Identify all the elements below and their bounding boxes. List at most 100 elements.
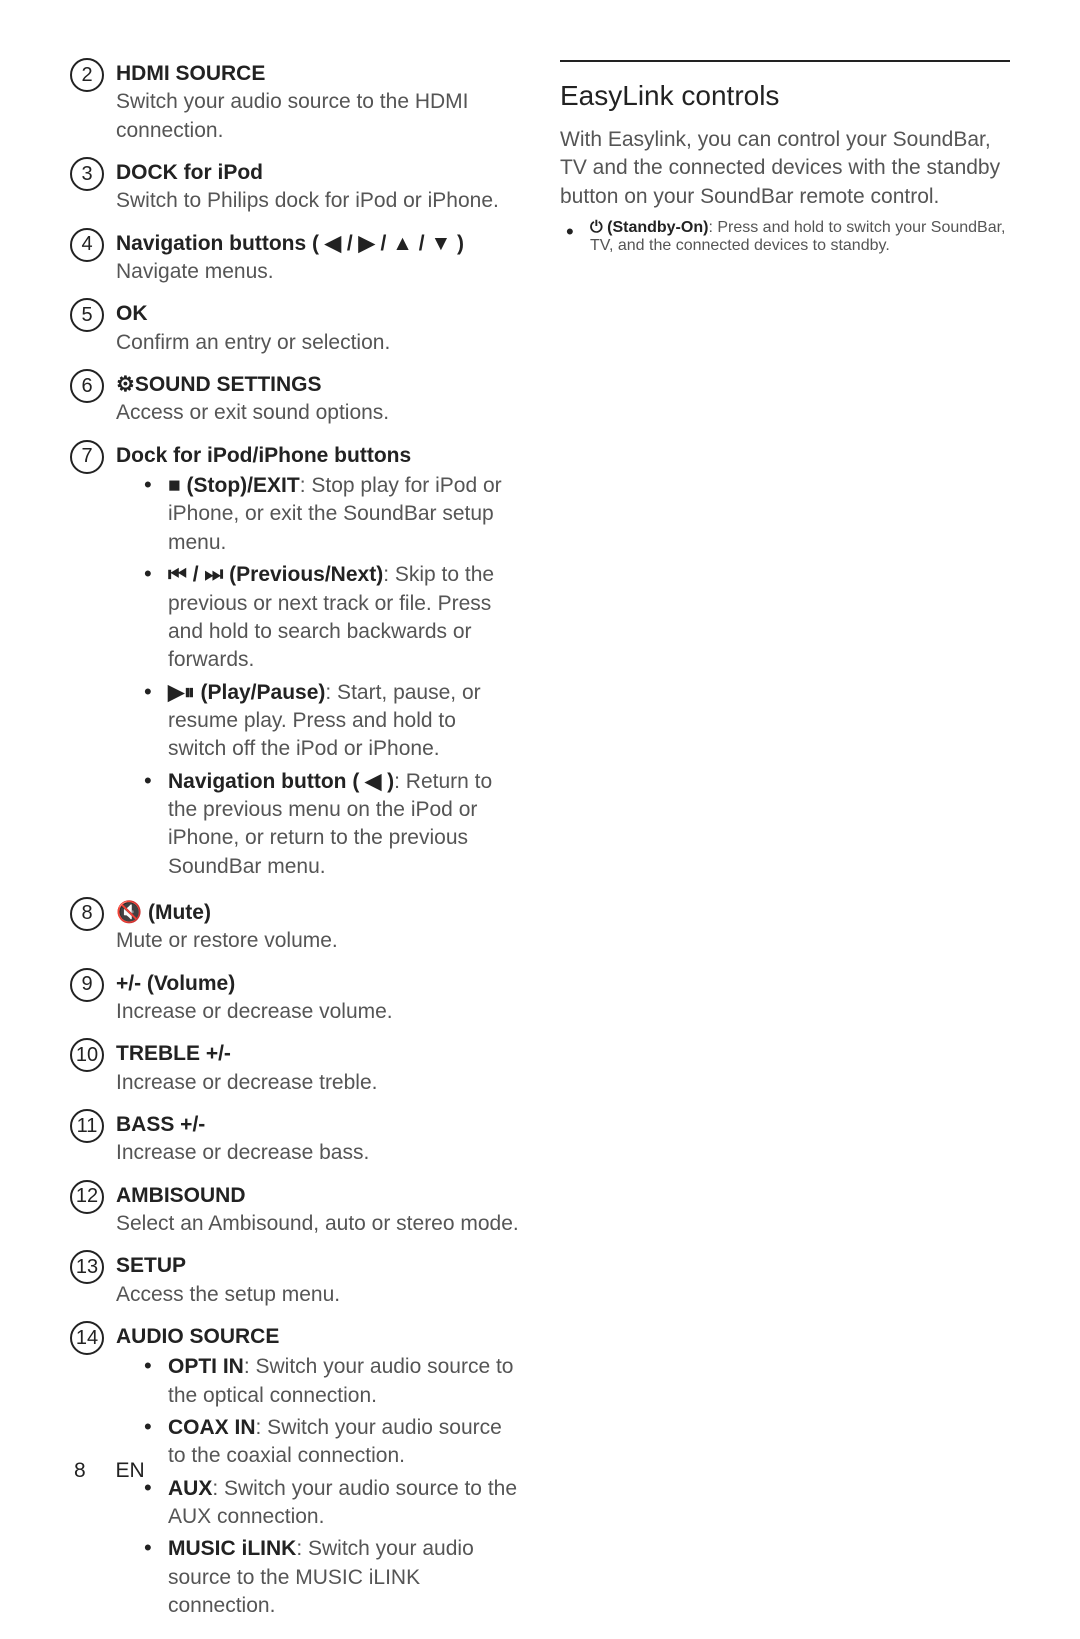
numbered-item: 11 BASS +/- Increase or decrease bass.	[70, 1111, 520, 1168]
sub-pre-icon: ▶⏸	[168, 681, 200, 704]
sublist-item: OPTI IN: Switch your audio source to the…	[144, 1353, 520, 1410]
page-language: EN	[116, 1459, 145, 1482]
item-title: OK	[116, 302, 148, 325]
item-number-circle: 4	[70, 228, 104, 262]
item-title-line: TREBLE +/-	[116, 1040, 520, 1068]
numbered-item: 7Dock for iPod/iPhone buttons■ (Stop)/EX…	[70, 442, 520, 885]
item-title: SOUND SETTINGS	[135, 373, 322, 396]
item-sublist: ■ (Stop)/EXIT: Stop play for iPod or iPh…	[116, 472, 520, 881]
sublist-item: MUSIC iLINK: Switch your audio source to…	[144, 1535, 520, 1620]
sub-bold: (Play/Pause)	[200, 681, 325, 704]
item-description: Navigate menus.	[116, 258, 520, 286]
left-column: 2 HDMI SOURCESwitch your audio source to …	[70, 60, 520, 1639]
item-description: Increase or decrease bass.	[116, 1139, 520, 1167]
page-number: 8	[74, 1459, 86, 1482]
item-title: SETUP	[116, 1254, 186, 1277]
item-title: TREBLE +/-	[116, 1042, 231, 1065]
section-rule	[560, 60, 1010, 62]
item-title-line: SETUP	[116, 1252, 520, 1280]
item-body: BASS +/- Increase or decrease bass.	[116, 1111, 520, 1168]
item-number-circle: 12	[70, 1180, 104, 1214]
item-description: Switch your audio source to the HDMI con…	[116, 88, 520, 145]
bullet-bold: (Standby-On)	[607, 219, 708, 236]
item-title-line: Navigation buttons ( ◀ / ▶ / ▲ / ▼ )	[116, 230, 520, 258]
sub-mid-icon: ( ◀ )	[346, 770, 394, 793]
sublist-item: AUX: Switch your audio source to the AUX…	[144, 1475, 520, 1532]
item-title-line: 🔇 (Mute)	[116, 899, 520, 927]
item-body: HDMI SOURCESwitch your audio source to t…	[116, 60, 520, 145]
sub-bold: OPTI IN	[168, 1355, 244, 1378]
numbered-item: 4Navigation buttons ( ◀ / ▶ / ▲ / ▼ )Nav…	[70, 230, 520, 287]
item-sublist: OPTI IN : Switch your audio source to the…	[116, 1353, 520, 1620]
bullet-pre-icon: ⏻	[590, 219, 607, 236]
item-description: Select an Ambisound, auto or stereo mode…	[116, 1210, 520, 1238]
item-number-circle: 2	[70, 58, 104, 92]
title-suffix-icon: ( ◀ / ▶ / ▲ / ▼ )	[312, 232, 464, 255]
numbered-item: 3 DOCK for iPod Switch to Philips dock for…	[70, 159, 520, 216]
sub-bold: (Previous/Next)	[229, 563, 383, 586]
item-title: BASS +/-	[116, 1113, 205, 1136]
sub-text: : Switch your audio source to the AUX co…	[168, 1477, 517, 1528]
item-body: DOCK for iPod Switch to Philips dock for …	[116, 159, 520, 216]
item-number-circle: 6	[70, 369, 104, 403]
item-title-line: AMBISOUND	[116, 1182, 520, 1210]
item-title: AMBISOUND	[116, 1184, 246, 1207]
item-title-line: BASS +/-	[116, 1111, 520, 1139]
numbered-item: 9+/- (Volume)Increase or decrease volume…	[70, 970, 520, 1027]
item-body: AUDIO SOURCE OPTI IN : Switch your audio s…	[116, 1323, 520, 1624]
sublist-item: COAX IN: Switch your audio source to the…	[144, 1414, 520, 1471]
item-description: Access the setup menu.	[116, 1281, 520, 1309]
item-title-line: Dock for iPod/iPhone buttons	[116, 442, 520, 470]
numbered-item: 5 OKConfirm an entry or selection.	[70, 300, 520, 357]
sublist-item: ⏮ / ⏭ (Previous/Next): Skip to the previ…	[144, 561, 520, 674]
sub-pre-icon: ■	[168, 474, 181, 497]
content-columns: 2 HDMI SOURCESwitch your audio source to …	[70, 60, 1010, 1639]
item-description: Mute or restore volume.	[116, 927, 520, 955]
sub-pre-icon: ⏮ / ⏭	[168, 563, 229, 586]
item-title: +/- (Volume)	[116, 972, 235, 995]
sublist-item: Navigation button ( ◀ ): Return to the p…	[144, 768, 520, 881]
item-title-line: HDMI SOURCE	[116, 60, 520, 88]
item-body: +/- (Volume)Increase or decrease volume.	[116, 970, 520, 1027]
item-title-line: AUDIO SOURCE	[116, 1323, 520, 1351]
numbered-item: 8🔇 (Mute)Mute or restore volume.	[70, 899, 520, 956]
item-title: DOCK for iPod	[116, 161, 263, 184]
item-number-circle: 11	[70, 1109, 104, 1143]
item-description: Switch to Philips dock for iPod or iPhon…	[116, 187, 520, 215]
item-number-circle: 14	[70, 1321, 104, 1355]
item-title-line: DOCK for iPod	[116, 159, 520, 187]
easylink-bullets: ⏻ (Standby-On): Press and hold to switch…	[560, 219, 1010, 255]
item-body: Navigation buttons ( ◀ / ▶ / ▲ / ▼ )Navi…	[116, 230, 520, 287]
item-description: Access or exit sound options.	[116, 399, 520, 427]
right-column: EasyLink controls With Easylink, you can…	[560, 60, 1010, 1639]
item-number-circle: 5	[70, 298, 104, 332]
sublist-item: ▶⏸ (Play/Pause): Start, pause, or resume…	[144, 679, 520, 764]
item-title: Navigation buttons	[116, 232, 306, 255]
item-number-circle: 7	[70, 440, 104, 474]
item-title: AUDIO SOURCE	[116, 1325, 279, 1348]
item-title: (Mute)	[148, 901, 211, 924]
numbered-item: 13 SETUP Access the setup menu.	[70, 1252, 520, 1309]
item-body: OKConfirm an entry or selection.	[116, 300, 520, 357]
title-pre-icon: 🔇	[116, 901, 148, 924]
item-body: SETUP Access the setup menu.	[116, 1252, 520, 1309]
item-title-line: ⚙SOUND SETTINGS	[116, 371, 520, 399]
item-number-circle: 3	[70, 157, 104, 191]
numbered-item: 6 ⚙SOUND SETTINGSAccess or exit sound opt…	[70, 371, 520, 428]
item-title-line: OK	[116, 300, 520, 328]
item-body: AMBISOUND Select an Ambisound, auto or st…	[116, 1182, 520, 1239]
easylink-bullet: ⏻ (Standby-On): Press and hold to switch…	[566, 219, 1010, 255]
page-footer: 8 EN	[74, 1459, 145, 1483]
sublist-item: ■ (Stop)/EXIT: Stop play for iPod or iPh…	[144, 472, 520, 557]
numbered-item: 12 AMBISOUND Select an Ambisound, auto or …	[70, 1182, 520, 1239]
item-body: Dock for iPod/iPhone buttons■ (Stop)/EXI…	[116, 442, 520, 885]
item-number-circle: 8	[70, 897, 104, 931]
item-title-line: +/- (Volume)	[116, 970, 520, 998]
sub-bold: COAX IN	[168, 1416, 256, 1439]
item-number-circle: 13	[70, 1250, 104, 1284]
sub-bold: MUSIC iLINK	[168, 1537, 296, 1560]
numbered-item: 10TREBLE +/-Increase or decrease treble.	[70, 1040, 520, 1097]
numbered-item: 2 HDMI SOURCESwitch your audio source to …	[70, 60, 520, 145]
sub-bold: (Stop)/EXIT	[181, 474, 300, 497]
sub-bold: Navigation button	[168, 770, 346, 793]
